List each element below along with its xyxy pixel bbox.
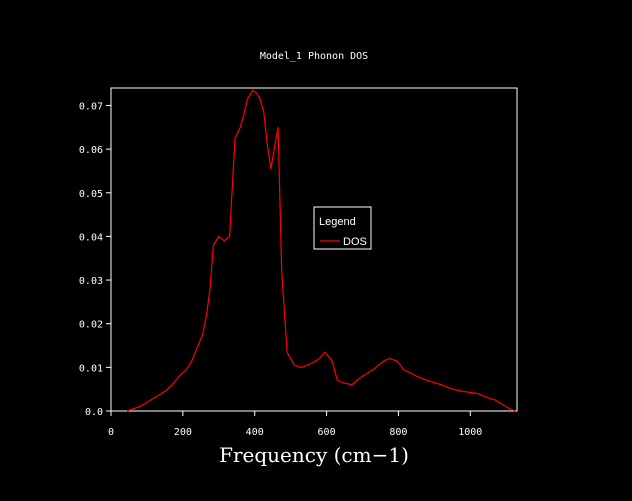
x-axis-label: Frequency (cm−1) xyxy=(219,443,409,467)
x-tick-label: 600 xyxy=(318,427,336,438)
x-tick-label: 800 xyxy=(389,427,407,438)
plot-frame xyxy=(110,87,518,412)
x-tick-label: 200 xyxy=(174,427,192,438)
x-tick-label: 400 xyxy=(246,427,264,438)
x-axis-ticks: 0 200 400 600 800 1000 xyxy=(108,411,482,438)
chart-title: Model_1 Phonon DOS xyxy=(260,51,368,62)
x-tick-label: 0 xyxy=(108,427,114,438)
legend-frame xyxy=(313,206,372,250)
y-tick-label: 0.01 xyxy=(79,363,103,374)
y-tick-label: 0.05 xyxy=(79,189,103,200)
y-tick-label: 0.02 xyxy=(79,320,103,331)
legend-dos-label: DOS xyxy=(343,236,367,248)
y-tick-label: 0.07 xyxy=(79,101,103,112)
x-tick-label: 1000 xyxy=(458,427,482,438)
y-tick-label: 0.0 xyxy=(85,407,103,418)
y-tick-label: 0.06 xyxy=(79,145,103,156)
dos-series-line xyxy=(127,89,516,412)
y-tick-label: 0.03 xyxy=(79,276,103,287)
legend-title: Legend xyxy=(319,216,356,228)
y-axis-ticks: 0.0 0.01 0.02 0.03 0.04 0.05 0.06 0.07 xyxy=(79,101,111,418)
y-tick-label: 0.04 xyxy=(79,232,103,243)
legend-box: Legend DOS xyxy=(313,206,372,250)
